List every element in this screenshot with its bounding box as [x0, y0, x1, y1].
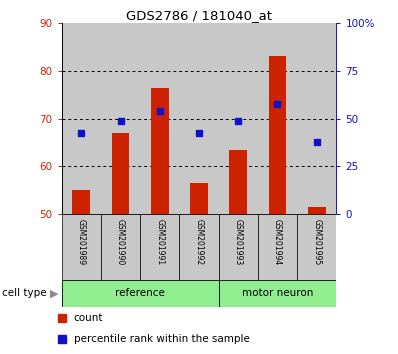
Bar: [219, 214, 258, 280]
Bar: [112, 133, 129, 214]
Bar: [258, 214, 297, 280]
Text: GSM201994: GSM201994: [273, 219, 282, 266]
Bar: [72, 190, 90, 214]
Bar: [219, 23, 258, 214]
Text: motor neuron: motor neuron: [242, 289, 313, 298]
Bar: [179, 214, 219, 280]
Text: GDS2786 / 181040_at: GDS2786 / 181040_at: [126, 9, 272, 22]
Bar: [229, 150, 247, 214]
Text: ▶: ▶: [49, 289, 58, 298]
Bar: [219, 280, 336, 307]
Text: GSM201990: GSM201990: [116, 219, 125, 266]
Text: percentile rank within the sample: percentile rank within the sample: [74, 334, 250, 344]
Bar: [62, 214, 101, 280]
Bar: [62, 280, 219, 307]
Text: GSM201995: GSM201995: [312, 219, 321, 266]
Bar: [308, 207, 326, 214]
Bar: [140, 214, 179, 280]
Bar: [140, 23, 179, 214]
Bar: [62, 23, 101, 214]
Bar: [190, 183, 208, 214]
Bar: [101, 23, 140, 214]
Bar: [179, 23, 219, 214]
Text: GSM201989: GSM201989: [77, 219, 86, 266]
Bar: [151, 87, 169, 214]
Text: GSM201991: GSM201991: [155, 219, 164, 266]
Text: GSM201993: GSM201993: [234, 219, 243, 266]
Text: count: count: [74, 313, 103, 323]
Bar: [101, 214, 140, 280]
Text: cell type: cell type: [2, 289, 47, 298]
Text: GSM201992: GSM201992: [195, 219, 203, 266]
Bar: [258, 23, 297, 214]
Text: reference: reference: [115, 289, 165, 298]
Bar: [297, 23, 336, 214]
Bar: [269, 56, 286, 214]
Bar: [297, 214, 336, 280]
